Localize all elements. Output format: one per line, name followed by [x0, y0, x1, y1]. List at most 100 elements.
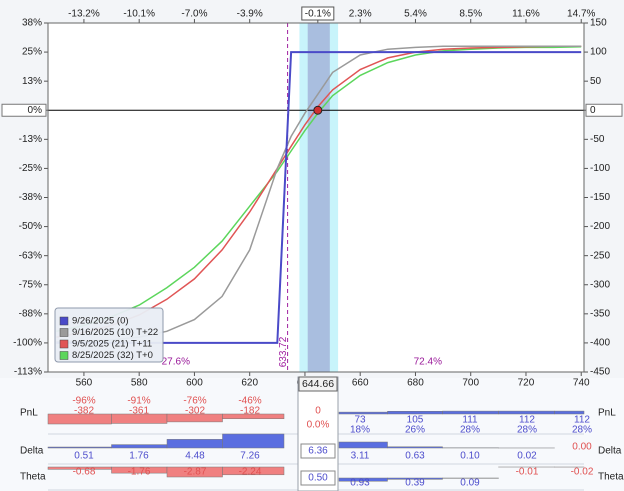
x2-tick-label: 14.7%: [567, 9, 595, 20]
delta-value: 1.76: [129, 451, 149, 462]
series-line: [56, 45, 582, 338]
current-value-box: [300, 443, 336, 459]
zero-label-box: [1, 103, 47, 117]
x2-tick-label: -7.0%: [181, 9, 207, 20]
delta-value: 6.36: [308, 446, 328, 457]
legend-swatch: [59, 351, 69, 360]
y2-tick-label: -50: [590, 134, 605, 145]
theta-value: -1.76: [128, 467, 151, 478]
x2-tick-label: -13.2%: [68, 9, 100, 20]
legend-label: 9/26/2025 (0): [72, 316, 129, 327]
pnl-percent: 28%: [572, 425, 592, 436]
delta-bar: [166, 439, 223, 449]
y2-tick-label: -400: [590, 338, 610, 349]
y2-tick-label: -300: [590, 279, 610, 290]
x2-tick-label: 8.5%: [459, 9, 482, 20]
x-tick-label: 720: [518, 378, 535, 389]
pnl-percent: -46%: [238, 396, 261, 407]
delta-value: 3.11: [351, 451, 370, 462]
y-tick-label: 0%: [28, 105, 43, 116]
pnl-percent: 28%: [517, 425, 537, 436]
pnl-value: 105: [407, 415, 424, 426]
delta-bar: [222, 433, 285, 449]
theta-value: 0.09: [460, 478, 480, 489]
x-tick-label: 580: [131, 378, 148, 389]
x-tick-label: 560: [76, 378, 93, 389]
pnl-percent: -96%: [72, 396, 95, 407]
current-label-box: [301, 6, 335, 21]
current-value-box: [300, 470, 336, 486]
y-tick-label: -88%: [19, 308, 42, 319]
y2-tick-label: -150: [590, 192, 610, 203]
legend-label: 8/25/2025 (32) T+0: [72, 350, 153, 361]
pnl-bar: [222, 413, 285, 420]
delta-value: 0.63: [405, 451, 425, 462]
series-line: [56, 46, 582, 333]
x-tick-label: 700: [462, 378, 479, 389]
y2-tick-label: 0: [590, 105, 596, 116]
row-label: PnL: [20, 408, 38, 419]
row-label: Theta: [598, 472, 624, 483]
y2-tick-label: -350: [590, 308, 610, 319]
theta-value: -2.87: [184, 467, 207, 478]
pnl-value: -182: [240, 406, 260, 417]
pnl-bar: [498, 410, 555, 415]
probability-label: 27.6%: [162, 357, 190, 368]
y-tick-label: -100%: [13, 338, 42, 349]
breakeven-label: 633.72: [278, 336, 289, 367]
delta-value: 0.10: [460, 451, 480, 462]
row-label: Theta: [20, 472, 46, 483]
y2-tick-label: 150: [590, 18, 607, 29]
current-price-label: 644.66: [302, 378, 334, 390]
pnl-percent: 18%: [350, 425, 370, 436]
theta-bar: [222, 466, 285, 476]
delta-bar: [47, 446, 112, 449]
x2-tick-label: 2.3%: [349, 9, 372, 20]
pnl-value: 112: [519, 415, 535, 426]
y2-tick-label: 50: [590, 76, 602, 87]
theta-value: 0.93: [350, 478, 370, 489]
pnl-value: -302: [185, 406, 205, 417]
pnl-bar: [554, 410, 585, 415]
row-label: Delta: [598, 446, 622, 457]
zero-label-box: [585, 103, 623, 117]
delta-bar: [338, 441, 388, 449]
delta-value: 7.26: [240, 451, 260, 462]
y2-tick-label: -450: [590, 367, 610, 378]
y-tick-label: -63%: [19, 250, 42, 261]
y-tick-label: -25%: [19, 163, 42, 174]
delta-value: 0.00: [572, 442, 592, 453]
pnl-percent: 0.0%: [307, 420, 330, 431]
pnl-value: 73: [354, 415, 366, 426]
delta-bar: [111, 444, 168, 449]
y-tick-label: -75%: [19, 279, 42, 290]
x-tick-label: 600: [186, 378, 203, 389]
delta-value: 0.51: [74, 451, 94, 462]
y-tick-label: 38%: [22, 18, 42, 29]
x2-tick-label: -0.1%: [305, 9, 331, 20]
legend-swatch: [59, 339, 69, 349]
pnl-percent: -91%: [127, 396, 150, 407]
x-tick-label: 740: [573, 378, 590, 389]
theta-value: -2.24: [239, 467, 262, 478]
delta-value: 0.02: [517, 451, 537, 462]
row-label: PnL: [598, 408, 616, 419]
pnl-bar: [387, 411, 443, 415]
pnl-value: 111: [462, 415, 478, 426]
row-label: Delta: [20, 446, 44, 457]
pnl-value: -361: [129, 406, 149, 417]
theta-bar: [387, 477, 443, 480]
probability-label: 72.4%: [414, 357, 442, 368]
theta-value: -0.02: [571, 467, 594, 478]
pnl-bar: [442, 410, 499, 415]
theta-value: 0.50: [308, 473, 328, 484]
y-tick-label: -113%: [14, 367, 42, 378]
current-price-box: [298, 376, 338, 392]
y-tick-label: 13%: [22, 76, 42, 87]
pnl-percent: -76%: [183, 396, 206, 407]
theta-value: -0.68: [73, 467, 96, 478]
y2-tick-label: -250: [590, 250, 610, 261]
theta-value: 0.39: [405, 478, 425, 489]
